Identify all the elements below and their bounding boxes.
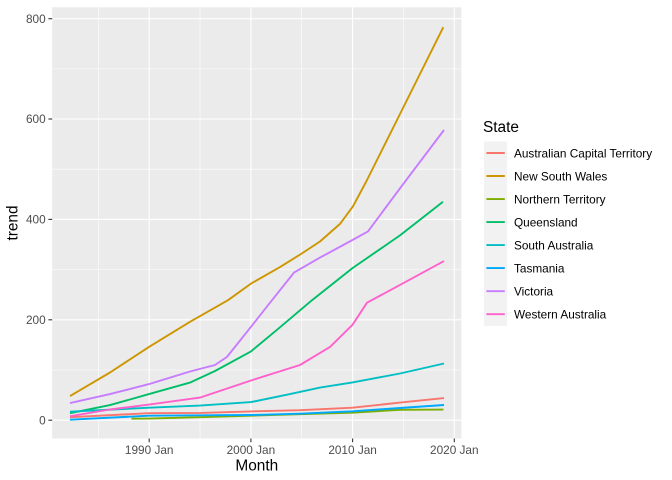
svg-text:2020 Jan: 2020 Jan: [430, 443, 479, 457]
svg-text:trend: trend: [4, 205, 21, 240]
svg-text:1990 Jan: 1990 Jan: [125, 443, 174, 457]
svg-text:2000 Jan: 2000 Jan: [227, 443, 276, 457]
svg-text:Tasmania: Tasmania: [514, 261, 565, 275]
svg-text:400: 400: [26, 213, 46, 227]
svg-text:200: 200: [26, 313, 46, 327]
svg-text:600: 600: [26, 112, 46, 126]
svg-text:800: 800: [26, 12, 46, 26]
svg-text:0: 0: [39, 413, 46, 427]
svg-text:Australian Capital Territory: Australian Capital Territory: [514, 146, 652, 160]
svg-text:Month: Month: [235, 458, 278, 475]
svg-text:Northern Territory: Northern Territory: [514, 192, 606, 206]
svg-text:State: State: [483, 119, 519, 136]
svg-text:Western Australia: Western Australia: [514, 308, 607, 322]
svg-text:New South Wales: New South Wales: [514, 169, 607, 183]
svg-text:2010 Jan: 2010 Jan: [328, 443, 377, 457]
svg-text:South Australia: South Australia: [514, 238, 594, 252]
svg-text:Queensland: Queensland: [514, 215, 578, 229]
svg-text:Victoria: Victoria: [514, 285, 554, 299]
